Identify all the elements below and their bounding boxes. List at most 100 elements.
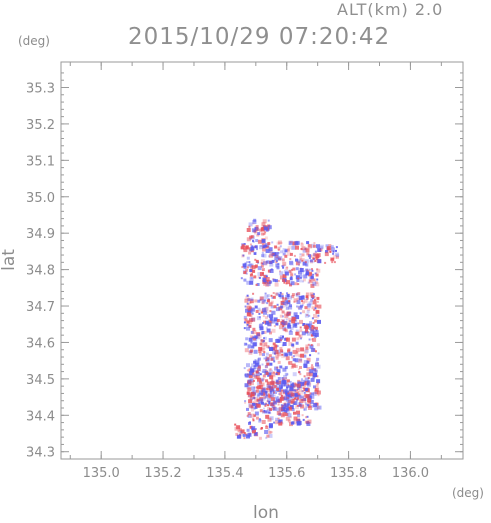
echo-pixel bbox=[299, 258, 302, 261]
echo-pixel bbox=[308, 323, 313, 328]
echo-pixel bbox=[301, 331, 306, 336]
echo-pixel bbox=[273, 346, 278, 351]
echo-pixel bbox=[287, 398, 291, 403]
echo-pixel bbox=[245, 306, 250, 311]
echo-pixel bbox=[269, 310, 272, 313]
echo-pixel bbox=[263, 330, 267, 334]
echo-pixel bbox=[310, 325, 315, 330]
echo-pixel bbox=[265, 249, 270, 253]
echo-pixel bbox=[304, 313, 309, 318]
echo-pixel bbox=[296, 297, 300, 301]
echo-pixel bbox=[274, 344, 278, 348]
echo-pixel bbox=[288, 385, 291, 388]
echo-pixel bbox=[270, 408, 273, 411]
echo-pixel bbox=[285, 396, 289, 400]
echo-pixel bbox=[310, 334, 313, 337]
echo-pixel bbox=[269, 416, 274, 421]
echo-pixel bbox=[286, 294, 290, 297]
echo-pixel bbox=[277, 248, 280, 251]
echo-pixel bbox=[282, 380, 287, 385]
echo-pixel bbox=[316, 406, 320, 410]
echo-pixel bbox=[281, 405, 284, 408]
echo-pixel bbox=[303, 360, 308, 365]
echo-pixel bbox=[289, 258, 292, 261]
echo-pixel bbox=[295, 245, 299, 250]
echo-pixel bbox=[316, 390, 321, 395]
echo-pixel bbox=[287, 382, 289, 385]
echo-pixel bbox=[283, 281, 286, 284]
echo-pixel bbox=[257, 334, 262, 339]
echo-pixel bbox=[251, 272, 253, 275]
echo-pixel bbox=[326, 246, 331, 251]
echo-pixel bbox=[244, 383, 249, 388]
echo-pixel bbox=[252, 372, 255, 375]
echo-pixel bbox=[313, 242, 316, 244]
echo-pixel bbox=[243, 321, 246, 324]
echo-pixel bbox=[308, 268, 311, 271]
echo-pixel bbox=[282, 274, 287, 279]
echo-pixel bbox=[252, 336, 255, 339]
echo-pixel bbox=[251, 265, 256, 270]
echo-pixel bbox=[310, 366, 314, 370]
echo-pixel bbox=[246, 280, 251, 285]
echo-pixel bbox=[294, 389, 297, 392]
echo-pixel bbox=[282, 325, 285, 328]
echo-pixel bbox=[267, 393, 270, 396]
echo-pixel bbox=[245, 295, 250, 300]
echo-pixel bbox=[282, 315, 284, 318]
echo-pixel bbox=[268, 354, 272, 358]
echo-pixel bbox=[275, 356, 279, 360]
echo-pixel bbox=[312, 371, 317, 376]
echo-pixel bbox=[267, 404, 269, 407]
echo-pixel bbox=[244, 298, 249, 303]
echo-pixel bbox=[253, 349, 258, 354]
echo-pixel bbox=[279, 294, 284, 299]
echo-pixel bbox=[302, 387, 305, 390]
echo-pixel bbox=[287, 337, 291, 341]
echo-pixel bbox=[269, 368, 272, 371]
echo-pixel bbox=[313, 368, 317, 372]
echo-pixel bbox=[262, 341, 265, 343]
echo-pixel bbox=[246, 266, 249, 269]
echo-pixel bbox=[270, 381, 275, 386]
echo-pixel bbox=[300, 242, 303, 245]
echo-pixel bbox=[291, 295, 295, 299]
echo-pixel bbox=[312, 300, 317, 305]
echo-pixel bbox=[284, 312, 288, 316]
echo-pixel bbox=[250, 395, 253, 398]
echo-pixel bbox=[266, 299, 270, 303]
echo-pixel bbox=[294, 273, 297, 276]
echo-pixel bbox=[282, 367, 287, 372]
echo-pixel bbox=[263, 310, 267, 315]
echo-pixel bbox=[308, 338, 311, 341]
echo-pixel bbox=[257, 272, 262, 277]
echo-pixel bbox=[287, 393, 292, 398]
echo-pixel bbox=[291, 408, 295, 412]
echo-pixel bbox=[280, 337, 284, 341]
echo-pixel bbox=[251, 317, 256, 322]
echo-pixel bbox=[300, 248, 303, 250]
echo-pixel bbox=[303, 324, 308, 329]
echo-pixel bbox=[266, 294, 270, 298]
axis-ticks: 135.0 135.2 135.4 135.6 135.8 136.0 34.3 34.4 34… bbox=[26, 62, 463, 481]
echo-pixel bbox=[299, 268, 304, 272]
echo-pixel bbox=[296, 417, 300, 421]
echo-pixel bbox=[272, 385, 276, 389]
echo-pixel bbox=[313, 298, 316, 301]
echo-pixel bbox=[246, 294, 249, 297]
echo-pixel bbox=[243, 327, 246, 330]
echo-pixel bbox=[292, 267, 296, 271]
echo-pixel bbox=[272, 342, 276, 346]
echo-pixel bbox=[299, 373, 302, 376]
echo-pixel bbox=[284, 314, 289, 319]
echo-pixel bbox=[261, 311, 264, 314]
echo-pixel bbox=[279, 406, 284, 411]
echo-pixel bbox=[265, 260, 269, 264]
echo-pixel bbox=[252, 373, 256, 377]
echo-pixel bbox=[302, 310, 306, 314]
echo-pixel bbox=[279, 270, 281, 273]
echo-pixel bbox=[302, 390, 305, 392]
echo-pixel bbox=[296, 421, 301, 426]
echo-pixel bbox=[275, 373, 278, 376]
echo-pixel bbox=[265, 414, 270, 419]
